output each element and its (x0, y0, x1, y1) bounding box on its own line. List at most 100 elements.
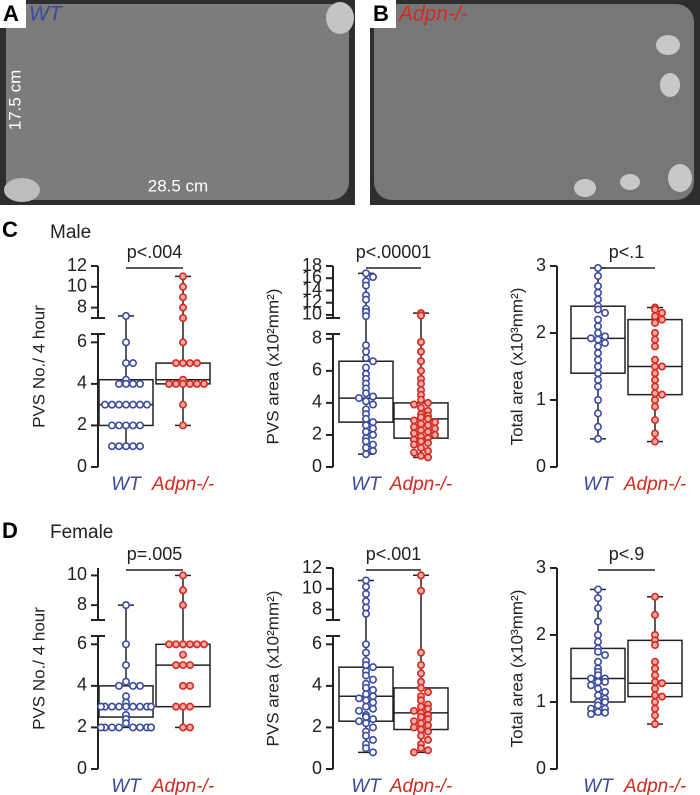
data-point (416, 661, 425, 670)
y-tick-label: 2 (536, 322, 546, 342)
data-point (593, 369, 602, 378)
data-point (200, 379, 209, 388)
data-point (650, 641, 659, 650)
data-point (179, 282, 188, 291)
data-point (172, 359, 181, 368)
y-tick-label: 18 (302, 255, 322, 275)
data-point (657, 362, 666, 371)
data-point (593, 322, 602, 331)
data-point (200, 640, 209, 649)
x-tick-label: WT (583, 776, 614, 795)
data-point (416, 379, 425, 388)
data-point (650, 362, 659, 371)
data-point (650, 684, 659, 693)
data-point (368, 748, 377, 757)
data-point (186, 359, 195, 368)
data-point (409, 706, 418, 715)
photo-spot (656, 35, 680, 55)
data-point (593, 637, 602, 646)
data-point (430, 424, 439, 433)
data-point (650, 677, 659, 686)
data-point (147, 702, 156, 711)
data-point (179, 338, 188, 347)
y-tick-label: 6 (77, 331, 87, 351)
data-point (354, 717, 363, 726)
x-tick-label: Adpn-/- (389, 474, 452, 495)
y-tick-label: 10 (67, 276, 87, 296)
data-point (600, 687, 609, 696)
data-point (354, 694, 363, 703)
data-point (129, 702, 138, 711)
data-point (650, 342, 659, 351)
y-tick-label: 16 (302, 267, 322, 287)
data-point (593, 282, 602, 291)
y-tick-label: 0 (536, 758, 546, 778)
data-point (115, 421, 124, 430)
data-point (593, 335, 602, 344)
data-point (650, 382, 659, 391)
x-tick-label: Adpn-/- (623, 776, 686, 795)
y-tick-label: 2 (312, 716, 322, 736)
data-point (600, 308, 609, 317)
data-point (122, 400, 131, 409)
data-point (416, 413, 425, 422)
data-point (172, 661, 181, 670)
data-point (361, 582, 370, 591)
data-point (122, 311, 131, 320)
data-point (650, 429, 659, 438)
data-point (129, 379, 138, 388)
p-value: p<.9 (609, 544, 645, 564)
data-point (593, 272, 602, 281)
data-point (593, 382, 602, 391)
p-value: p=.005 (127, 544, 183, 564)
y-axis-label: Total area (x10³mm²) (507, 590, 526, 748)
data-point (423, 727, 432, 736)
p-value: p<.001 (366, 544, 422, 564)
y-tick-label: 3 (536, 255, 546, 275)
photo-spot (326, 2, 354, 34)
y-tick-label: 4 (77, 675, 87, 695)
data-point (172, 379, 181, 388)
x-tick-label: WT (111, 776, 142, 795)
data-point (108, 723, 117, 732)
photo-spot (4, 178, 40, 202)
data-point (593, 684, 602, 693)
data-point (593, 701, 602, 710)
data-point (179, 571, 188, 580)
data-point (361, 640, 370, 649)
data-point (172, 640, 181, 649)
data-point (409, 748, 418, 757)
data-point (593, 647, 602, 656)
data-point (368, 424, 377, 433)
data-point (186, 702, 195, 711)
data-point (409, 429, 418, 438)
data-point (361, 312, 370, 321)
photo-tray (6, 4, 349, 200)
data-point (586, 674, 595, 683)
dimension-label: 17.5 cm (5, 70, 24, 130)
panel-letter: A (3, 1, 19, 26)
data-point (430, 430, 439, 439)
data-point (193, 379, 202, 388)
data-point (186, 661, 195, 670)
data-point (416, 731, 425, 740)
panel-label: WT (29, 3, 64, 26)
p-value: p<.00001 (356, 242, 432, 262)
data-point (650, 437, 659, 446)
data-point (179, 702, 188, 711)
data-point (416, 426, 425, 435)
data-point (368, 418, 377, 427)
data-point (361, 269, 370, 278)
data-point (368, 704, 377, 713)
y-tick-label: 6 (77, 633, 87, 653)
data-point (593, 342, 602, 351)
data-point (361, 281, 370, 290)
data-point (186, 681, 195, 690)
data-point (593, 677, 602, 686)
data-point (97, 702, 106, 711)
data-point (416, 669, 425, 678)
data-point (122, 601, 131, 610)
data-point (122, 661, 131, 670)
data-point (423, 414, 432, 423)
data-point (122, 338, 131, 347)
